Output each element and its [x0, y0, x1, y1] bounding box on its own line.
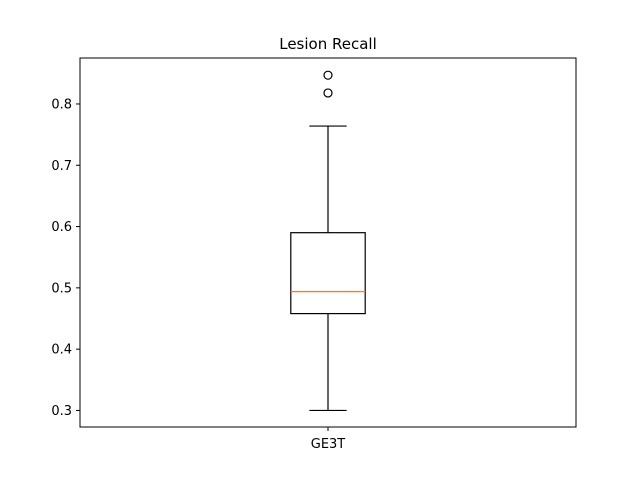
x-tick-label: GE3T — [311, 437, 346, 452]
outlier-point — [323, 70, 333, 80]
y-tick-label: 0.6 — [51, 220, 72, 235]
y-tick-label: 0.3 — [51, 404, 72, 419]
y-axis: 0.3 0.4 0.5 0.6 0.7 0.8 — [51, 97, 80, 419]
chart-title: Lesion Recall — [279, 35, 377, 53]
outlier-point — [323, 88, 333, 98]
y-tick-label: 0.4 — [51, 343, 72, 358]
iqr-box — [290, 232, 366, 315]
box-group — [290, 70, 366, 412]
y-tick-label: 0.5 — [51, 281, 72, 296]
y-tick-label: 0.7 — [51, 159, 72, 174]
x-axis: GE3T — [311, 427, 346, 452]
y-tick-label: 0.8 — [51, 97, 72, 112]
